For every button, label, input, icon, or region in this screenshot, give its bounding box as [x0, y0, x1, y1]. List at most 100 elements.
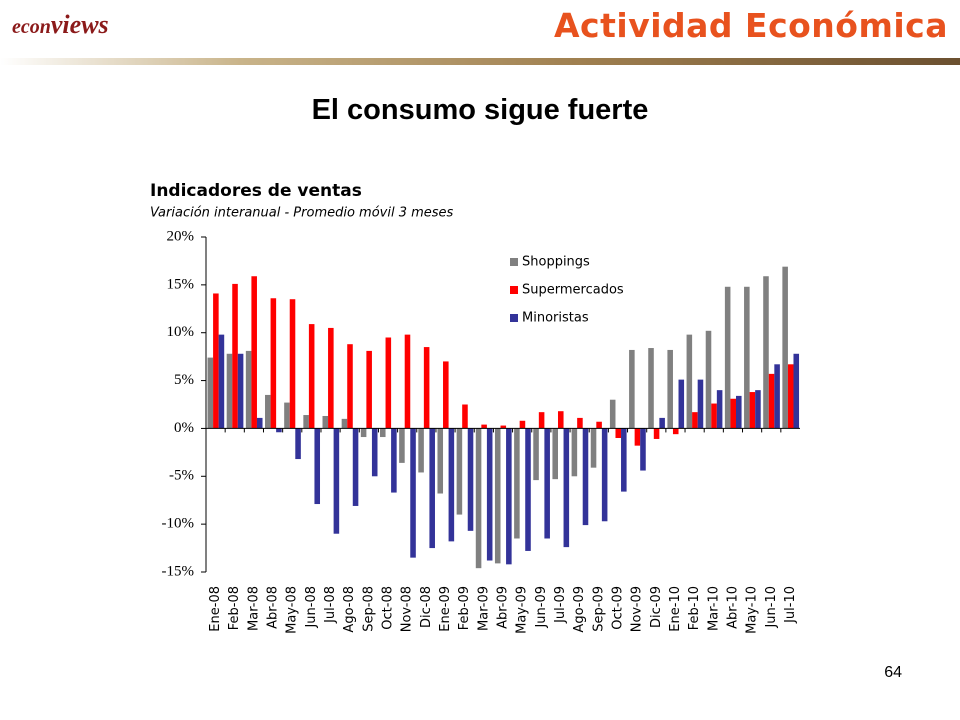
bar	[552, 428, 558, 480]
x-tick-label: May-09	[515, 586, 530, 634]
x-tick-label: Jul-09	[553, 586, 568, 624]
bar	[494, 428, 501, 564]
bar	[705, 330, 712, 429]
x-tick-label: Mar-10	[706, 586, 721, 631]
x-tick-label: Mar-08	[246, 586, 261, 631]
bar	[467, 428, 474, 531]
bar	[251, 276, 257, 429]
bar	[667, 349, 673, 429]
x-tick-label: Abr-10	[725, 586, 740, 629]
bar	[289, 299, 296, 429]
bar	[692, 412, 698, 429]
x-tick-label: Sep-08	[361, 586, 376, 632]
bar	[218, 334, 225, 429]
legend-label: Minoristas	[522, 311, 589, 326]
bar	[697, 379, 704, 429]
bar	[763, 276, 769, 429]
bar	[672, 428, 679, 435]
x-tick-label: May-10	[745, 586, 760, 634]
x-tick-label: Feb-08	[227, 586, 242, 630]
logo-text: econ	[12, 16, 51, 38]
bar	[295, 428, 301, 460]
bar	[226, 353, 233, 429]
x-tick-label: Nov-09	[630, 586, 645, 632]
bar	[232, 283, 238, 429]
bar	[557, 411, 564, 429]
bar	[686, 334, 693, 429]
y-tick-label: -5%	[169, 468, 194, 484]
x-tick-label: Jun-09	[534, 586, 549, 629]
bar	[385, 337, 392, 429]
x-tick-label: Dic-08	[419, 586, 434, 628]
bar	[352, 428, 359, 506]
x-tick-label: Ene-08	[208, 586, 223, 632]
x-tick-label: Oct-08	[381, 586, 396, 630]
x-tick-label: Ene-10	[668, 586, 683, 632]
legend-swatch	[510, 258, 518, 266]
bar	[621, 428, 627, 492]
bar	[270, 298, 277, 429]
bar	[276, 428, 282, 433]
bar	[749, 392, 756, 429]
bar	[437, 428, 444, 494]
bar	[410, 428, 416, 558]
bar	[256, 417, 263, 429]
bar	[237, 353, 244, 429]
bar	[519, 420, 526, 429]
chart-subtitle: Variación interanual - Promedio móvil 3 …	[150, 206, 454, 221]
y-tick-label: 15%	[167, 276, 195, 292]
x-tick-label: Abr-09	[496, 586, 511, 629]
bar	[360, 428, 367, 438]
bar	[678, 379, 685, 429]
bar	[486, 428, 493, 561]
bar	[596, 421, 602, 429]
x-tick-label: Feb-09	[457, 586, 472, 630]
bar	[711, 403, 717, 429]
bar	[653, 428, 660, 439]
bar	[207, 357, 214, 429]
x-tick-label: Oct-09	[610, 586, 625, 630]
bar	[245, 350, 252, 429]
bar	[755, 390, 761, 429]
bar	[265, 394, 271, 429]
slide-title: El consumo sigue fuerte	[311, 94, 649, 126]
header-rule	[0, 58, 960, 65]
bar	[341, 418, 348, 429]
x-tick-label: Feb-10	[687, 586, 702, 630]
legend-swatch	[510, 314, 518, 322]
bar	[793, 353, 800, 429]
y-tick-label: -10%	[162, 516, 195, 532]
logo: econviews	[12, 10, 109, 40]
bar	[538, 412, 545, 429]
x-tick-label: Ago-09	[572, 586, 587, 633]
bar	[475, 428, 482, 569]
bar	[768, 373, 775, 429]
x-tick-label: Jul-10	[783, 586, 798, 624]
x-tick-label: Ago-08	[342, 586, 357, 633]
bar	[314, 428, 321, 505]
bar	[506, 428, 512, 565]
bar	[500, 425, 507, 429]
bar	[571, 428, 578, 477]
y-tick-label: 0%	[174, 420, 194, 436]
page-number: 64	[884, 664, 902, 681]
bar	[456, 428, 463, 515]
bar	[391, 428, 397, 493]
bar	[544, 428, 550, 539]
bar	[563, 428, 570, 548]
x-tick-label: Nov-08	[400, 586, 415, 632]
bar	[634, 428, 641, 446]
legend-label: Supermercados	[522, 283, 624, 298]
bar	[609, 399, 616, 429]
y-tick-label: 5%	[174, 372, 194, 388]
bar	[736, 395, 742, 429]
bar	[333, 428, 340, 534]
bar	[629, 349, 635, 429]
bar	[724, 286, 731, 429]
legend-label: Shoppings	[522, 255, 590, 270]
bar	[448, 428, 455, 542]
bar	[404, 334, 411, 429]
bar	[582, 428, 589, 526]
y-tick-label: 10%	[167, 324, 195, 340]
